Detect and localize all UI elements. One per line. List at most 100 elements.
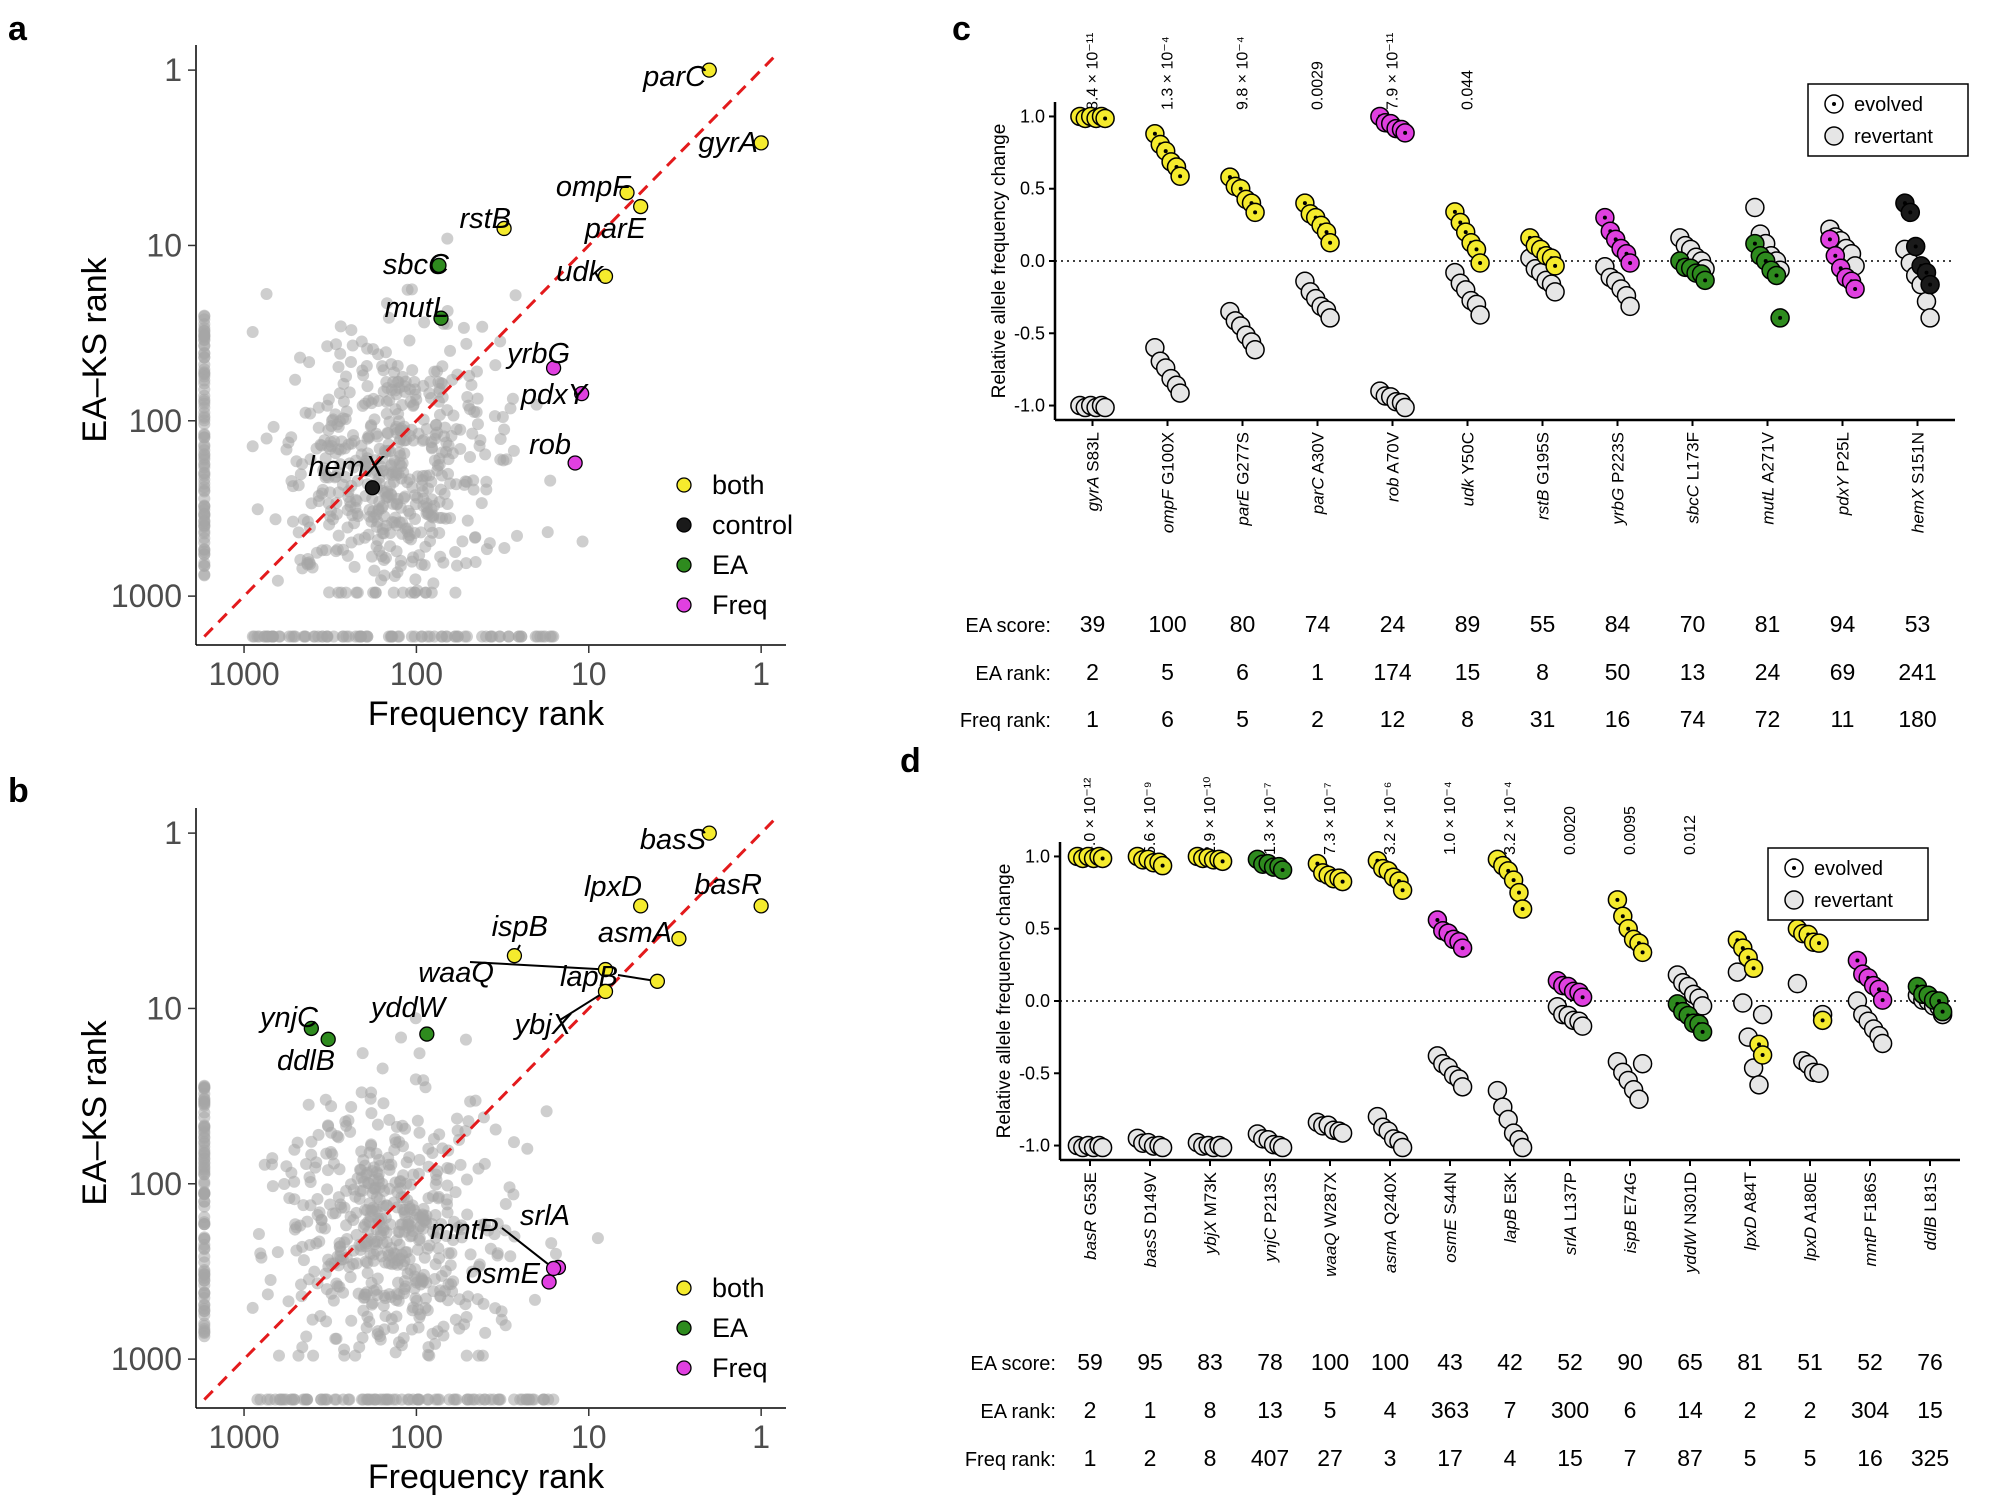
gray-point (320, 544, 333, 557)
gray-point (326, 414, 339, 427)
gray-point (372, 348, 385, 361)
evolved-point-dot (1746, 955, 1751, 960)
category-mutation: A180E (1801, 1172, 1820, 1227)
y-tick-label: 100 (129, 403, 182, 439)
gray-point (260, 432, 273, 445)
gray-point (356, 399, 369, 412)
gray-point (428, 1273, 441, 1286)
gray-point (390, 1310, 403, 1323)
gray-point (447, 409, 460, 422)
revertant-point (1620, 296, 1640, 317)
gray-point (324, 1198, 337, 1211)
gray-point (272, 1349, 285, 1362)
gray-point (261, 1393, 274, 1406)
panel-b-scatter: 1000 100 10 1 1 10 100 1000 Frequency rank EA–KS … (76, 808, 786, 1496)
gray-point (341, 549, 354, 562)
gray-point (282, 436, 295, 449)
gray-point (294, 468, 307, 481)
gray-point (462, 1115, 475, 1128)
gray-point (383, 1113, 396, 1126)
category-gene: lpxD (1741, 1216, 1760, 1250)
gray-point (375, 550, 388, 563)
y-tick-label: 0.0 (1020, 251, 1045, 271)
gray-point (365, 1086, 378, 1099)
gray-point (478, 1393, 491, 1406)
freq-rank-value: 5 (1744, 1445, 1757, 1471)
y-axis-title: EA–KS rank (76, 256, 114, 442)
gray-point (344, 355, 357, 368)
gene-point-ddlB (320, 1031, 336, 1047)
ea-rank-value: 2 (1744, 1397, 1757, 1423)
gray-point (307, 1349, 320, 1362)
gene-label-gyrA: gyrA (698, 127, 758, 159)
p-value-label: 3.2 × 10⁻⁶ (1382, 782, 1399, 855)
category-gene: ybjX (1201, 1220, 1220, 1255)
evolved-point-dot (1924, 270, 1929, 275)
gray-point (500, 453, 513, 466)
gray-point (264, 1273, 277, 1286)
gray-point (283, 1192, 296, 1205)
gray-point (449, 545, 462, 558)
gene-point-lapB (649, 973, 666, 989)
gray-point (325, 1287, 338, 1300)
ea-rank-value: 69 (1830, 659, 1856, 685)
gray-point (344, 1125, 357, 1138)
evolved-point-dot (1178, 174, 1183, 179)
gray-point (348, 434, 361, 447)
gray-point (472, 1162, 485, 1175)
gray-point (540, 1105, 553, 1118)
gray-point (411, 1243, 424, 1256)
y-tick-label: 1.0 (1025, 846, 1050, 866)
gray-point (404, 507, 417, 520)
ea-rank-value: 8 (1536, 659, 1549, 685)
gray-point (355, 448, 368, 461)
gray-point (432, 1242, 445, 1255)
gray-point (198, 484, 211, 497)
freq-rank-value: 4 (1504, 1445, 1517, 1471)
gray-point (198, 1211, 211, 1224)
evolved-point-dot (1937, 999, 1941, 1003)
freq-rank-value: 325 (1911, 1445, 1949, 1471)
ea-score-value: 70 (1680, 611, 1706, 637)
gray-point (461, 514, 474, 527)
gray-point (475, 497, 488, 510)
gray-point (441, 1162, 454, 1175)
gene-point-waaQ (597, 961, 614, 978)
gray-point (453, 1293, 466, 1306)
gray-point (329, 1332, 342, 1345)
ea-score-value: 39 (1080, 611, 1106, 637)
gray-point (393, 446, 406, 459)
gray-point (358, 531, 371, 544)
ea-rank-value: 6 (1236, 659, 1249, 685)
y-tick-label: 1 (164, 52, 182, 88)
gray-point (355, 1393, 368, 1406)
gray-point (397, 1332, 410, 1345)
ea-score-value: 43 (1437, 1349, 1463, 1375)
gray-point (475, 1218, 488, 1231)
gray-point (334, 1245, 347, 1258)
freq-rank-value: 2 (1311, 706, 1324, 732)
ea-rank-value: 300 (1551, 1397, 1589, 1423)
p-value-label: 7.3 × 10⁻⁷ (1322, 782, 1339, 855)
gray-point (362, 1215, 375, 1228)
gray-point (451, 559, 464, 572)
freq-rank-value: 16 (1605, 706, 1631, 732)
gray-point (342, 1114, 355, 1127)
p-value-label: 1.3 × 10⁻⁷ (1262, 782, 1279, 855)
evolved-point-dot (1328, 240, 1333, 245)
gray-point (464, 1248, 477, 1261)
gray-point (469, 1094, 482, 1107)
x-tick-label: 100 (390, 1419, 443, 1455)
evolved-point-dot (1940, 1009, 1945, 1014)
gray-point (387, 1393, 400, 1406)
gray-point (381, 427, 394, 440)
gray-point (254, 1247, 267, 1260)
ea-score-value: 81 (1755, 611, 1781, 637)
row-label-freq-rank: Freq rank: (965, 1449, 1056, 1471)
category-label-ispB: ispB E74G (1621, 1172, 1640, 1253)
gray-point (409, 1263, 422, 1276)
gene-point-yddW (419, 1026, 435, 1042)
gray-point (198, 370, 211, 383)
gray-point (365, 1298, 378, 1311)
gray-point (366, 465, 379, 478)
